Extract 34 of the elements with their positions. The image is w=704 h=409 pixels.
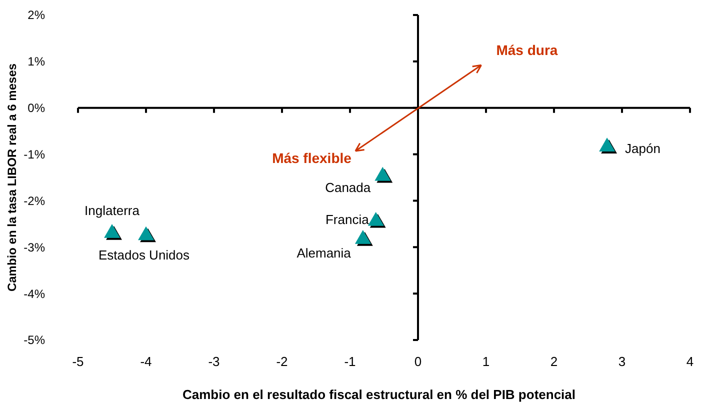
point [599, 138, 616, 152]
y-axis-title: Cambio en la tasa LIBOR real a 6 meses [5, 63, 19, 292]
series-label: Japón [625, 140, 660, 156]
x-tick-label: -4 [140, 354, 152, 369]
series-label: Estados Unidos [98, 248, 190, 263]
x-tick-label: 4 [686, 354, 694, 369]
x-tick-label: 0 [414, 354, 422, 369]
y-tick-label: -1% [24, 147, 46, 162]
y-tick-label: 2% [28, 8, 46, 22]
annotation: Más dura [496, 42, 558, 58]
series-label: Canada [325, 180, 372, 196]
x-tick-label: -3 [208, 354, 220, 369]
series-label: Inglaterra [84, 203, 140, 218]
y-tick-label: 1% [28, 54, 46, 69]
annotation: Más flexible [272, 150, 352, 166]
y-tick-label: 0% [28, 101, 46, 116]
point [104, 224, 120, 238]
point [354, 230, 371, 244]
x-tick-label: 3 [618, 354, 626, 369]
x-tick-label: -2 [276, 354, 288, 369]
y-tick-label: -3% [24, 240, 46, 254]
y-tick-label: -5% [24, 333, 46, 348]
y-tick-label: -4% [24, 286, 46, 301]
x-axis-title: Cambio en el resultado fiscal estructural en % del PIB potencial [182, 387, 576, 402]
x-tick-label: -5 [72, 354, 84, 369]
series-label: Alemania [296, 245, 352, 260]
point [368, 212, 384, 226]
x-tick-label: 2 [550, 354, 558, 369]
series-label: Francia [325, 212, 370, 228]
x-tick-label: 1 [482, 354, 490, 369]
y-tick-label: -2% [24, 194, 46, 208]
point [138, 226, 154, 240]
x-tick-label: -1 [344, 354, 356, 369]
point [374, 166, 391, 181]
